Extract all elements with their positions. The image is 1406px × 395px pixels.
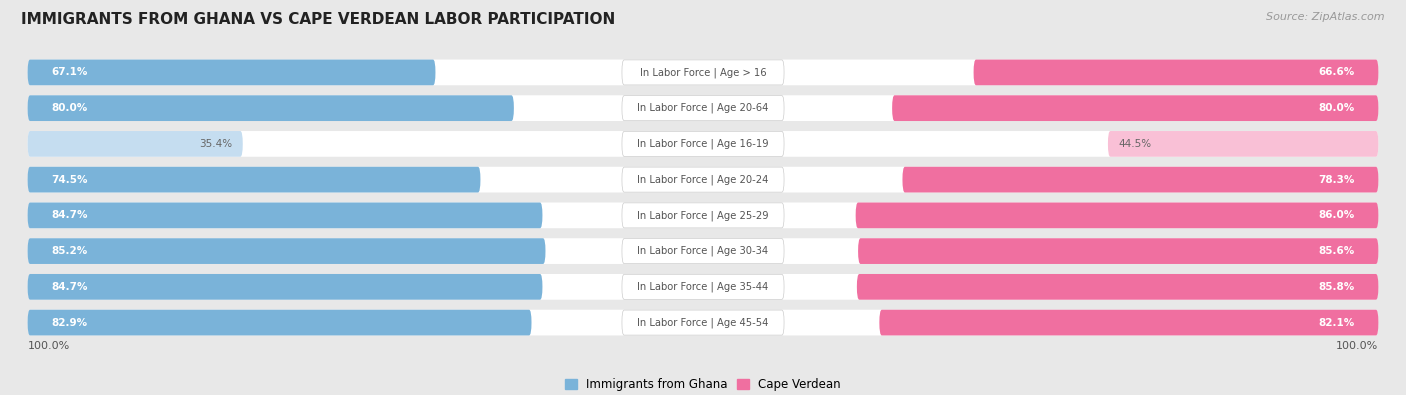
Text: In Labor Force | Age 25-29: In Labor Force | Age 25-29 (637, 210, 769, 221)
Text: 78.3%: 78.3% (1319, 175, 1355, 184)
Text: 100.0%: 100.0% (28, 341, 70, 351)
Text: In Labor Force | Age 30-34: In Labor Force | Age 30-34 (637, 246, 769, 256)
FancyBboxPatch shape (879, 310, 1378, 335)
Text: 82.1%: 82.1% (1319, 318, 1355, 327)
Text: In Labor Force | Age 20-64: In Labor Force | Age 20-64 (637, 103, 769, 113)
Text: In Labor Force | Age > 16: In Labor Force | Age > 16 (640, 67, 766, 78)
FancyBboxPatch shape (893, 95, 1378, 121)
Text: In Labor Force | Age 35-44: In Labor Force | Age 35-44 (637, 282, 769, 292)
FancyBboxPatch shape (28, 60, 1378, 85)
FancyBboxPatch shape (621, 96, 785, 120)
Text: 86.0%: 86.0% (1319, 211, 1355, 220)
FancyBboxPatch shape (28, 131, 243, 157)
Text: In Labor Force | Age 16-19: In Labor Force | Age 16-19 (637, 139, 769, 149)
Text: 66.6%: 66.6% (1319, 68, 1355, 77)
FancyBboxPatch shape (621, 275, 785, 299)
FancyBboxPatch shape (903, 167, 1378, 192)
Text: 82.9%: 82.9% (51, 318, 87, 327)
FancyBboxPatch shape (28, 274, 543, 300)
Legend: Immigrants from Ghana, Cape Verdean: Immigrants from Ghana, Cape Verdean (560, 373, 846, 395)
FancyBboxPatch shape (856, 274, 1378, 300)
Text: 84.7%: 84.7% (51, 282, 87, 292)
Text: 80.0%: 80.0% (1319, 103, 1355, 113)
FancyBboxPatch shape (621, 203, 785, 228)
FancyBboxPatch shape (28, 60, 436, 85)
Text: 74.5%: 74.5% (51, 175, 87, 184)
FancyBboxPatch shape (28, 167, 481, 192)
FancyBboxPatch shape (973, 60, 1378, 85)
Text: 84.7%: 84.7% (51, 211, 87, 220)
FancyBboxPatch shape (28, 167, 1378, 192)
FancyBboxPatch shape (28, 238, 546, 264)
FancyBboxPatch shape (28, 131, 1378, 157)
FancyBboxPatch shape (28, 238, 1378, 264)
FancyBboxPatch shape (621, 167, 785, 192)
FancyBboxPatch shape (858, 238, 1378, 264)
Text: 100.0%: 100.0% (1336, 341, 1378, 351)
Text: 85.8%: 85.8% (1319, 282, 1355, 292)
Text: Source: ZipAtlas.com: Source: ZipAtlas.com (1267, 12, 1385, 22)
FancyBboxPatch shape (621, 132, 785, 156)
FancyBboxPatch shape (28, 203, 1378, 228)
FancyBboxPatch shape (1108, 131, 1378, 157)
Text: IMMIGRANTS FROM GHANA VS CAPE VERDEAN LABOR PARTICIPATION: IMMIGRANTS FROM GHANA VS CAPE VERDEAN LA… (21, 12, 616, 27)
FancyBboxPatch shape (28, 95, 513, 121)
FancyBboxPatch shape (28, 203, 543, 228)
Text: 80.0%: 80.0% (51, 103, 87, 113)
Text: 85.2%: 85.2% (51, 246, 87, 256)
FancyBboxPatch shape (28, 274, 1378, 300)
Text: In Labor Force | Age 45-54: In Labor Force | Age 45-54 (637, 317, 769, 328)
FancyBboxPatch shape (621, 239, 785, 263)
FancyBboxPatch shape (856, 203, 1378, 228)
FancyBboxPatch shape (621, 60, 785, 85)
Text: 67.1%: 67.1% (51, 68, 87, 77)
FancyBboxPatch shape (621, 310, 785, 335)
Text: 44.5%: 44.5% (1118, 139, 1152, 149)
Text: 35.4%: 35.4% (200, 139, 232, 149)
FancyBboxPatch shape (28, 310, 531, 335)
Text: In Labor Force | Age 20-24: In Labor Force | Age 20-24 (637, 174, 769, 185)
FancyBboxPatch shape (28, 95, 1378, 121)
Text: 85.6%: 85.6% (1319, 246, 1355, 256)
FancyBboxPatch shape (28, 310, 1378, 335)
